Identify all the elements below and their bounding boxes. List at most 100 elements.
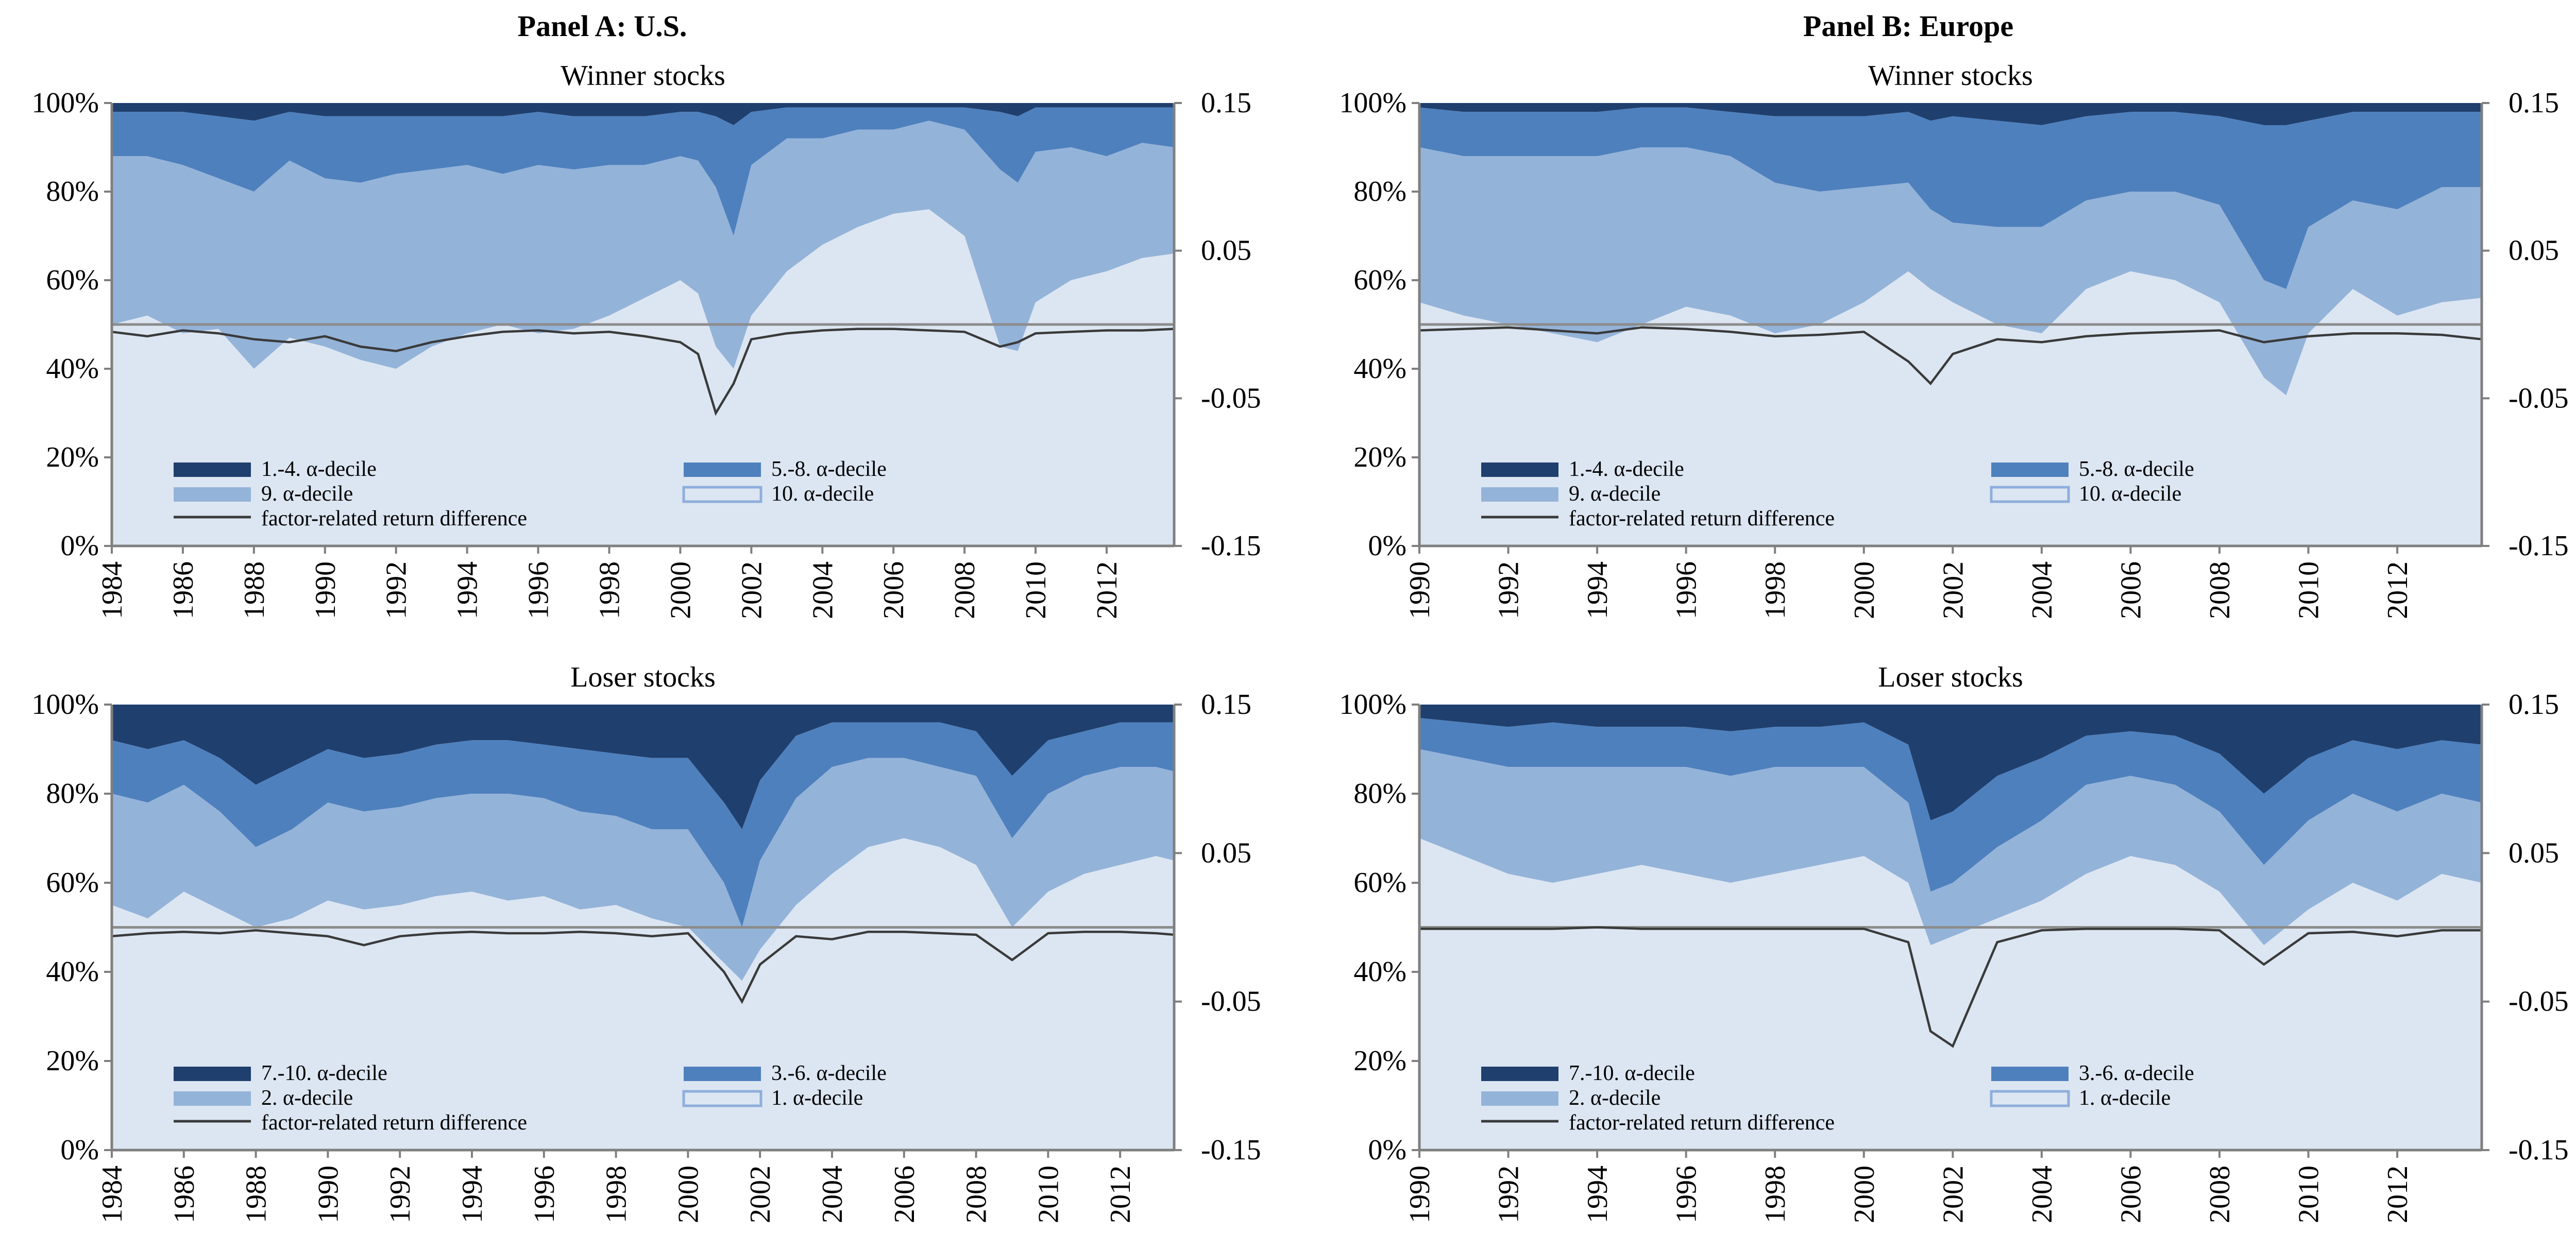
area-band-us-winner-3	[112, 107, 1174, 236]
legend-label: 9. α-decile	[261, 482, 353, 506]
legend-label: 2. α-decile	[1569, 1086, 1660, 1110]
x-tick-label: 2008	[949, 561, 981, 619]
legend-swatch	[1991, 1067, 2069, 1081]
right-tick-label: -0.15	[2509, 1134, 2569, 1166]
left-tick-label: 0%	[60, 1134, 99, 1166]
x-tick-label: 1996	[523, 561, 555, 619]
legend-label: 7.-10. α-decile	[1569, 1061, 1695, 1085]
factor-line-europe-loser	[1419, 926, 2482, 1048]
x-tick-label: 2004	[807, 561, 839, 619]
x-tick-label: 2004	[2026, 1166, 2058, 1223]
area-band-us-loser-4	[112, 705, 1174, 830]
left-tick-label: 100%	[1339, 689, 1406, 721]
left-tick-label: 100%	[1339, 87, 1406, 119]
right-tick-label: 0.05	[1201, 235, 1251, 267]
left-tick-label: 80%	[46, 778, 99, 810]
chart-title-us-winner: Winner stocks	[561, 60, 725, 92]
left-tick-label: 100%	[31, 87, 99, 119]
legend-label: factor-related return difference	[261, 1111, 527, 1135]
x-tick-label: 1986	[167, 561, 199, 619]
x-tick-label: 1992	[384, 1166, 416, 1223]
legend-label: 1. α-decile	[771, 1086, 863, 1110]
left-tick-label: 80%	[1353, 176, 1406, 208]
x-tick-label: 2002	[744, 1166, 776, 1223]
legend-label: 3.-6. α-decile	[771, 1061, 887, 1085]
x-tick-label: 1998	[594, 561, 625, 619]
area-band-europe-loser-2	[1419, 749, 2482, 946]
x-tick-label: 1994	[1582, 1166, 1614, 1223]
legend-label: 5.-8. α-decile	[2079, 457, 2194, 481]
x-tick-label: 2012	[1105, 1166, 1137, 1223]
left-tick-label: 100%	[31, 689, 99, 721]
legend-swatch	[1990, 1090, 2070, 1107]
x-tick-label: 2010	[1020, 561, 1052, 619]
x-tick-label: 2010	[1032, 1166, 1064, 1223]
chart-europe-winner: Winner stocks 0% 20% 40% 60% 80% 100% -0.15 -0.0…	[1339, 60, 2568, 619]
legend-swatch	[1481, 487, 1558, 502]
area-band-us-loser-3	[112, 722, 1174, 928]
legend-swatch	[174, 487, 251, 502]
legend-label: factor-related return difference	[1569, 1111, 1835, 1135]
area-band-us-winner-2	[112, 121, 1174, 369]
panel-title-europe: Panel B: Europe	[1803, 9, 2013, 43]
x-tick-label: 2000	[672, 1166, 704, 1223]
x-tick-label: 1992	[1493, 1166, 1525, 1223]
area-band-us-winner-1	[112, 209, 1174, 546]
left-tick-label: 20%	[1353, 441, 1406, 473]
x-tick-label: 1996	[529, 1166, 561, 1223]
left-tick-label: 0%	[1368, 530, 1406, 562]
left-tick-label: 40%	[1353, 956, 1406, 988]
left-tick-label: 60%	[46, 264, 99, 296]
x-tick-label: 1998	[1759, 561, 1791, 619]
x-tick-label: 2002	[1937, 561, 1969, 619]
x-tick-label: 1998	[601, 1166, 633, 1223]
x-tick-label: 1996	[1671, 561, 1703, 619]
right-tick-label: 0.15	[2509, 689, 2559, 721]
legend-label: 7.-10. α-decile	[261, 1061, 387, 1085]
right-tick-label: -0.15	[1201, 1134, 1261, 1166]
area-band-europe-loser-3	[1419, 718, 2482, 892]
chart-europe-loser: Loser stocks 0% 20% 40% 60% 80% 100% -0.15 -0.05…	[1339, 661, 2568, 1223]
left-tick-label: 80%	[1353, 778, 1406, 810]
right-tick-label: 0.15	[1201, 689, 1251, 721]
legend-label: factor-related return difference	[1569, 507, 1835, 530]
x-tick-label: 1990	[1404, 1166, 1436, 1223]
chart-title-europe-winner: Winner stocks	[1868, 60, 2033, 92]
x-tick-label: 2006	[878, 561, 910, 619]
right-tick-label: 0.15	[1201, 87, 1251, 119]
right-tick-label: -0.05	[1201, 382, 1261, 414]
x-tick-label: 2002	[1937, 1166, 1969, 1223]
x-tick-label: 2006	[2115, 1166, 2147, 1223]
right-tick-label: -0.05	[2509, 382, 2569, 414]
area-band-europe-winner-2	[1419, 147, 2482, 396]
x-tick-label: 1988	[239, 561, 270, 619]
legend-label: 5.-8. α-decile	[771, 457, 887, 481]
x-tick-label: 2006	[2115, 561, 2147, 619]
area-band-europe-winner-4	[1419, 103, 2482, 125]
x-tick-label: 1988	[241, 1166, 273, 1223]
area-band-europe-loser-1	[1419, 838, 2482, 1150]
legend-label: 9. α-decile	[1569, 482, 1660, 506]
left-tick-label: 60%	[1353, 264, 1406, 296]
right-tick-label: 0.05	[2509, 837, 2559, 869]
left-tick-label: 20%	[1353, 1045, 1406, 1077]
x-tick-label: 2012	[2382, 561, 2414, 619]
right-tick-label: -0.15	[2509, 530, 2569, 562]
x-tick-label: 2008	[2204, 561, 2236, 619]
legend-swatch	[174, 1067, 251, 1081]
x-tick-label: 2010	[2293, 1166, 2325, 1223]
x-tick-label: 2000	[1849, 1166, 1880, 1223]
legend-label: 10. α-decile	[771, 482, 874, 506]
left-tick-label: 40%	[46, 956, 99, 988]
legend-swatch	[684, 463, 761, 477]
legend-label: 1. α-decile	[2079, 1086, 2171, 1110]
left-tick-label: 20%	[46, 1045, 99, 1077]
chart-title-us-loser: Loser stocks	[570, 661, 716, 693]
legend-swatch	[682, 1090, 762, 1107]
x-tick-label: 1986	[168, 1166, 200, 1223]
legend-label: 1.-4. α-decile	[261, 457, 377, 481]
x-tick-label: 1994	[456, 1166, 488, 1223]
x-tick-label: 1984	[96, 561, 128, 619]
x-tick-label: 1998	[1759, 1166, 1791, 1223]
